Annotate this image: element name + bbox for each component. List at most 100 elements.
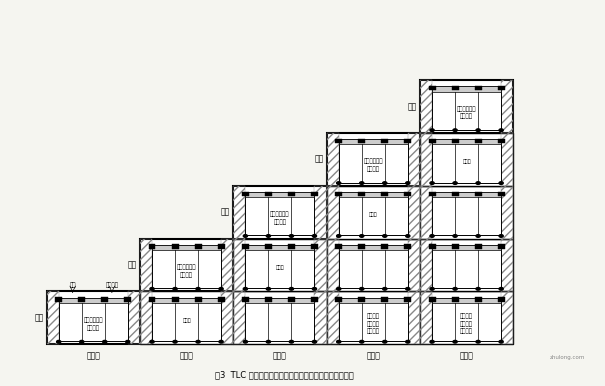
Bar — [404, 244, 411, 249]
Bar — [432, 86, 501, 130]
Circle shape — [196, 288, 200, 290]
Bar — [428, 191, 436, 196]
Circle shape — [336, 288, 341, 290]
Bar — [408, 186, 420, 239]
Circle shape — [476, 182, 480, 185]
Bar — [47, 291, 59, 344]
Bar — [288, 191, 295, 196]
Bar — [195, 244, 201, 249]
Circle shape — [126, 340, 130, 343]
Circle shape — [289, 340, 293, 343]
Bar — [498, 244, 505, 249]
Bar — [140, 239, 234, 291]
Circle shape — [406, 182, 410, 185]
Bar — [124, 297, 131, 301]
Bar — [498, 86, 505, 90]
Bar — [501, 80, 513, 133]
Text: 戊二号: 戊二号 — [180, 351, 194, 361]
Bar — [101, 297, 108, 301]
Bar — [288, 244, 295, 249]
Text: 戊三号: 戊三号 — [273, 351, 287, 361]
Bar — [381, 297, 388, 301]
Bar — [501, 133, 513, 186]
Text: 图3  TLC 插卡型模板早拆体系规范化施工盘扣别层示意图: 图3 TLC 插卡型模板早拆体系规范化施工盘扣别层示意图 — [215, 371, 354, 379]
Bar — [498, 297, 505, 301]
Bar — [311, 191, 318, 196]
Circle shape — [453, 182, 457, 185]
Bar — [140, 239, 152, 291]
Bar — [339, 245, 408, 250]
Circle shape — [430, 340, 434, 343]
Circle shape — [406, 340, 410, 343]
Bar — [234, 291, 327, 344]
Bar — [335, 297, 342, 301]
Bar — [242, 191, 249, 196]
Bar — [234, 291, 246, 344]
Bar — [420, 186, 513, 239]
Bar — [420, 291, 513, 344]
Bar — [246, 298, 315, 341]
Bar — [501, 239, 513, 291]
Circle shape — [476, 235, 480, 237]
Bar — [432, 298, 501, 341]
Circle shape — [406, 235, 410, 237]
Circle shape — [430, 235, 434, 237]
Bar — [234, 239, 327, 291]
Bar — [149, 244, 155, 249]
Text: 戊五号: 戊五号 — [460, 351, 474, 361]
Bar — [55, 297, 62, 301]
Circle shape — [383, 235, 387, 237]
Text: 人工松动机构
折叠支架: 人工松动机构 折叠支架 — [457, 106, 476, 119]
Bar — [327, 133, 339, 186]
Bar — [327, 291, 420, 344]
Bar — [339, 192, 408, 235]
Bar — [327, 239, 339, 291]
Bar — [152, 245, 221, 288]
Bar — [315, 239, 327, 291]
Bar — [358, 191, 365, 196]
Bar — [452, 86, 459, 90]
Bar — [420, 186, 432, 239]
Bar — [501, 186, 513, 239]
Text: 人工松动机构
折叠支架: 人工松动机构 折叠支架 — [364, 159, 383, 172]
Circle shape — [243, 235, 247, 237]
Bar — [218, 297, 224, 301]
Bar — [432, 139, 501, 183]
Bar — [404, 297, 411, 301]
Circle shape — [266, 340, 270, 343]
Circle shape — [359, 340, 364, 343]
Bar — [404, 191, 411, 196]
Bar — [172, 244, 178, 249]
Circle shape — [336, 340, 341, 343]
Circle shape — [289, 235, 293, 237]
Circle shape — [383, 182, 387, 185]
Bar — [358, 139, 365, 143]
Text: 冬凌施工
插次一层
滴管二层: 冬凌施工 插次一层 滴管二层 — [460, 314, 473, 334]
Circle shape — [476, 340, 480, 343]
Bar — [152, 298, 221, 341]
Bar — [78, 297, 85, 301]
Text: 二层: 二层 — [128, 261, 137, 269]
Bar — [420, 291, 432, 344]
Circle shape — [150, 340, 154, 343]
Text: 人松动: 人松动 — [462, 159, 471, 164]
Circle shape — [453, 340, 457, 343]
Bar — [47, 291, 140, 344]
Bar — [408, 239, 420, 291]
Circle shape — [430, 129, 434, 132]
Text: 人松动: 人松动 — [369, 212, 378, 217]
Circle shape — [219, 288, 223, 290]
Bar — [128, 291, 140, 344]
Circle shape — [266, 288, 270, 290]
Circle shape — [499, 288, 503, 290]
Bar — [501, 291, 513, 344]
Bar — [218, 244, 224, 249]
Circle shape — [336, 182, 341, 185]
Bar — [381, 244, 388, 249]
Bar — [420, 80, 513, 133]
Circle shape — [173, 288, 177, 290]
Circle shape — [219, 340, 223, 343]
Circle shape — [476, 288, 480, 290]
Bar — [452, 244, 459, 249]
Bar — [234, 239, 246, 291]
